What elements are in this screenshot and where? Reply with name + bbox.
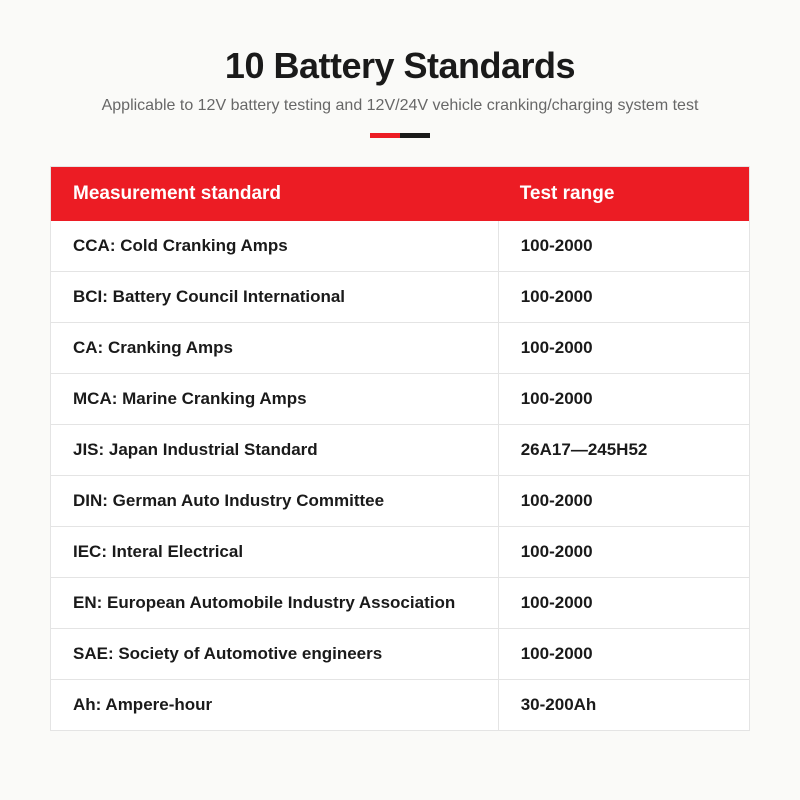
table-row: JIS: Japan Industrial Standard 26A17—245…: [51, 424, 749, 475]
content-container: 10 Battery Standards Applicable to 12V b…: [0, 0, 800, 731]
cell-range: 30-200Ah: [498, 680, 749, 730]
cell-range: 100-2000: [498, 578, 749, 628]
column-header-standard: Measurement standard: [51, 167, 498, 221]
cell-standard: EN: European Automobile Industry Associa…: [51, 578, 498, 628]
cell-range: 100-2000: [498, 323, 749, 373]
cell-standard: JIS: Japan Industrial Standard: [51, 425, 498, 475]
cell-range: 26A17—245H52: [498, 425, 749, 475]
cell-range: 100-2000: [498, 629, 749, 679]
cell-range: 100-2000: [498, 527, 749, 577]
cell-range: 100-2000: [498, 476, 749, 526]
table-row: IEC: Interal Electrical 100-2000: [51, 526, 749, 577]
cell-standard: IEC: Interal Electrical: [51, 527, 498, 577]
table-row: MCA: Marine Cranking Amps 100-2000: [51, 373, 749, 424]
table-row: Ah: Ampere-hour 30-200Ah: [51, 679, 749, 730]
table-row: EN: European Automobile Industry Associa…: [51, 577, 749, 628]
table-header-row: Measurement standard Test range: [51, 167, 749, 221]
cell-standard: CA: Cranking Amps: [51, 323, 498, 373]
cell-range: 100-2000: [498, 272, 749, 322]
cell-standard: BCI: Battery Council International: [51, 272, 498, 322]
table-body: CCA: Cold Cranking Amps 100-2000 BCI: Ba…: [51, 221, 749, 730]
cell-range: 100-2000: [498, 221, 749, 271]
cell-range: 100-2000: [498, 374, 749, 424]
standards-table: Measurement standard Test range CCA: Col…: [50, 166, 750, 731]
accent-bar: [370, 133, 430, 138]
cell-standard: CCA: Cold Cranking Amps: [51, 221, 498, 271]
cell-standard: DIN: German Auto Industry Committee: [51, 476, 498, 526]
accent-red: [370, 133, 400, 138]
column-header-range: Test range: [498, 167, 749, 221]
table-row: BCI: Battery Council International 100-2…: [51, 271, 749, 322]
table-row: DIN: German Auto Industry Committee 100-…: [51, 475, 749, 526]
page-title: 10 Battery Standards: [50, 45, 750, 87]
table-row: CCA: Cold Cranking Amps 100-2000: [51, 221, 749, 271]
cell-standard: MCA: Marine Cranking Amps: [51, 374, 498, 424]
table-row: CA: Cranking Amps 100-2000: [51, 322, 749, 373]
cell-standard: SAE: Society of Automotive engineers: [51, 629, 498, 679]
cell-standard: Ah: Ampere-hour: [51, 680, 498, 730]
table-row: SAE: Society of Automotive engineers 100…: [51, 628, 749, 679]
accent-black: [400, 133, 430, 138]
page-subtitle: Applicable to 12V battery testing and 12…: [50, 97, 750, 115]
